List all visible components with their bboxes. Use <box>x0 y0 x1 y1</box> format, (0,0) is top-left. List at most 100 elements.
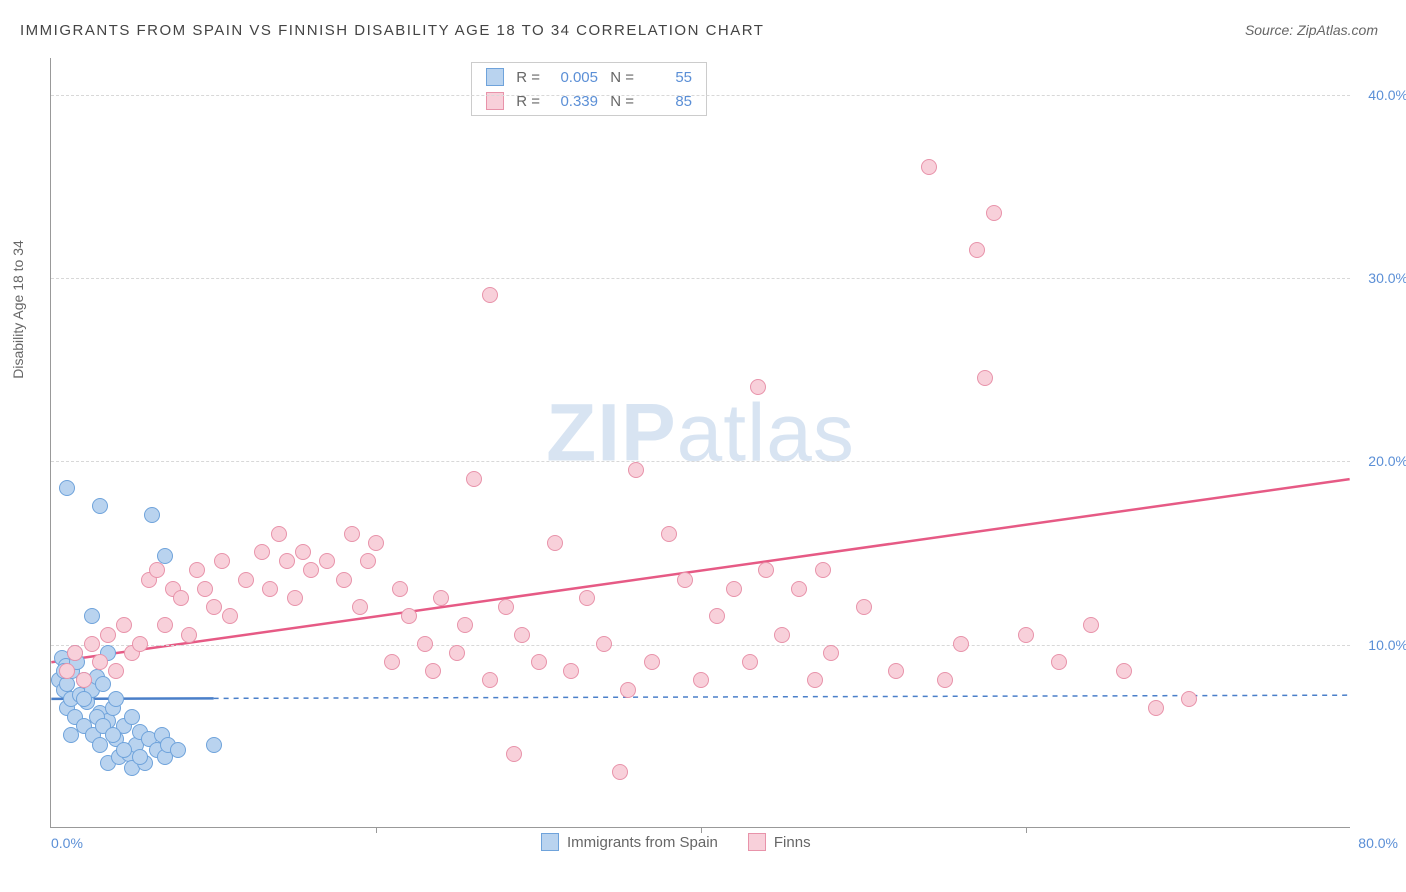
scatter-point-finns <box>506 746 522 762</box>
y-gridline <box>51 95 1350 96</box>
x-tick <box>376 827 377 833</box>
scatter-point-finns <box>214 553 230 569</box>
y-tick-label: 40.0% <box>1368 87 1406 103</box>
scatter-point-finns <box>84 636 100 652</box>
scatter-point-finns <box>547 535 563 551</box>
x-axis-max-label: 80.0% <box>1358 835 1398 851</box>
scatter-point-finns <box>482 672 498 688</box>
scatter-point-finns <box>977 370 993 386</box>
scatter-point-finns <box>449 645 465 661</box>
scatter-point-finns <box>953 636 969 652</box>
scatter-point-finns <box>352 599 368 615</box>
legend-item-2: Finns <box>748 833 811 851</box>
y-gridline <box>51 461 1350 462</box>
bottom-legend: Immigrants from Spain Finns <box>541 833 811 851</box>
scatter-point-finns <box>986 205 1002 221</box>
scatter-point-finns <box>1116 663 1132 679</box>
scatter-point-finns <box>100 627 116 643</box>
scatter-point-finns <box>116 617 132 633</box>
scatter-point-spain <box>92 498 108 514</box>
chart-title: IMMIGRANTS FROM SPAIN VS FINNISH DISABIL… <box>20 22 764 39</box>
legend-swatch-1 <box>541 833 559 851</box>
scatter-point-finns <box>644 654 660 670</box>
scatter-point-finns <box>222 608 238 624</box>
scatter-point-finns <box>791 581 807 597</box>
scatter-point-finns <box>368 535 384 551</box>
scatter-point-finns <box>823 645 839 661</box>
scatter-point-spain <box>170 742 186 758</box>
stats-row-series2: R = 0.339 N = 85 <box>472 89 706 113</box>
scatter-point-finns <box>807 672 823 688</box>
stat-n-label: N = <box>606 69 634 86</box>
scatter-point-finns <box>254 544 270 560</box>
y-axis-label: Disability Age 18 to 34 <box>10 240 26 379</box>
scatter-point-finns <box>1018 627 1034 643</box>
scatter-point-finns <box>969 242 985 258</box>
legend-label-1: Immigrants from Spain <box>567 834 718 851</box>
legend-swatch-2 <box>748 833 766 851</box>
scatter-point-finns <box>661 526 677 542</box>
scatter-point-finns <box>417 636 433 652</box>
scatter-point-finns <box>596 636 612 652</box>
scatter-point-finns <box>457 617 473 633</box>
watermark: ZIPatlas <box>546 386 855 480</box>
legend-label-2: Finns <box>774 834 811 851</box>
scatter-point-finns <box>815 562 831 578</box>
scatter-point-finns <box>709 608 725 624</box>
y-tick-label: 20.0% <box>1368 453 1406 469</box>
source-attribution: Source: ZipAtlas.com <box>1245 22 1378 38</box>
scatter-point-finns <box>271 526 287 542</box>
x-tick <box>1026 827 1027 833</box>
y-tick-label: 30.0% <box>1368 270 1406 286</box>
scatter-point-finns <box>392 581 408 597</box>
scatter-point-finns <box>295 544 311 560</box>
scatter-point-finns <box>937 672 953 688</box>
scatter-point-finns <box>433 590 449 606</box>
scatter-point-spain <box>59 480 75 496</box>
scatter-point-finns <box>628 462 644 478</box>
scatter-point-finns <box>742 654 758 670</box>
scatter-point-finns <box>336 572 352 588</box>
scatter-point-finns <box>303 562 319 578</box>
scatter-point-finns <box>620 682 636 698</box>
stats-row-series1: R = 0.005 N = 55 <box>472 65 706 89</box>
scatter-point-spain <box>84 608 100 624</box>
scatter-point-spain <box>108 691 124 707</box>
scatter-point-spain <box>105 727 121 743</box>
watermark-light: atlas <box>677 387 855 478</box>
scatter-point-spain <box>144 507 160 523</box>
scatter-point-finns <box>1181 691 1197 707</box>
scatter-point-finns <box>425 663 441 679</box>
scatter-point-finns <box>401 608 417 624</box>
scatter-point-finns <box>287 590 303 606</box>
scatter-point-finns <box>888 663 904 679</box>
scatter-point-finns <box>921 159 937 175</box>
scatter-point-finns <box>262 581 278 597</box>
scatter-point-finns <box>157 617 173 633</box>
watermark-bold: ZIP <box>546 387 677 478</box>
scatter-point-finns <box>758 562 774 578</box>
scatter-point-finns <box>750 379 766 395</box>
scatter-point-finns <box>344 526 360 542</box>
scatter-point-spain <box>124 709 140 725</box>
scatter-point-finns <box>360 553 376 569</box>
scatter-point-finns <box>197 581 213 597</box>
scatter-point-finns <box>384 654 400 670</box>
scatter-point-finns <box>149 562 165 578</box>
scatter-point-spain <box>63 727 79 743</box>
scatter-point-finns <box>206 599 222 615</box>
scatter-point-finns <box>108 663 124 679</box>
stat-r-value-1: 0.005 <box>548 69 598 86</box>
scatter-point-finns <box>59 663 75 679</box>
scatter-point-finns <box>238 572 254 588</box>
scatter-point-finns <box>563 663 579 679</box>
scatter-point-finns <box>279 553 295 569</box>
x-axis-min-label: 0.0% <box>51 835 83 851</box>
scatter-plot-area: ZIPatlas R = 0.005 N = 55 R = 0.339 N = … <box>50 58 1350 828</box>
y-gridline <box>51 645 1350 646</box>
scatter-point-finns <box>181 627 197 643</box>
stat-n-value-1: 55 <box>642 69 692 86</box>
scatter-point-finns <box>693 672 709 688</box>
stat-r-label: R = <box>512 69 540 86</box>
scatter-point-finns <box>319 553 335 569</box>
